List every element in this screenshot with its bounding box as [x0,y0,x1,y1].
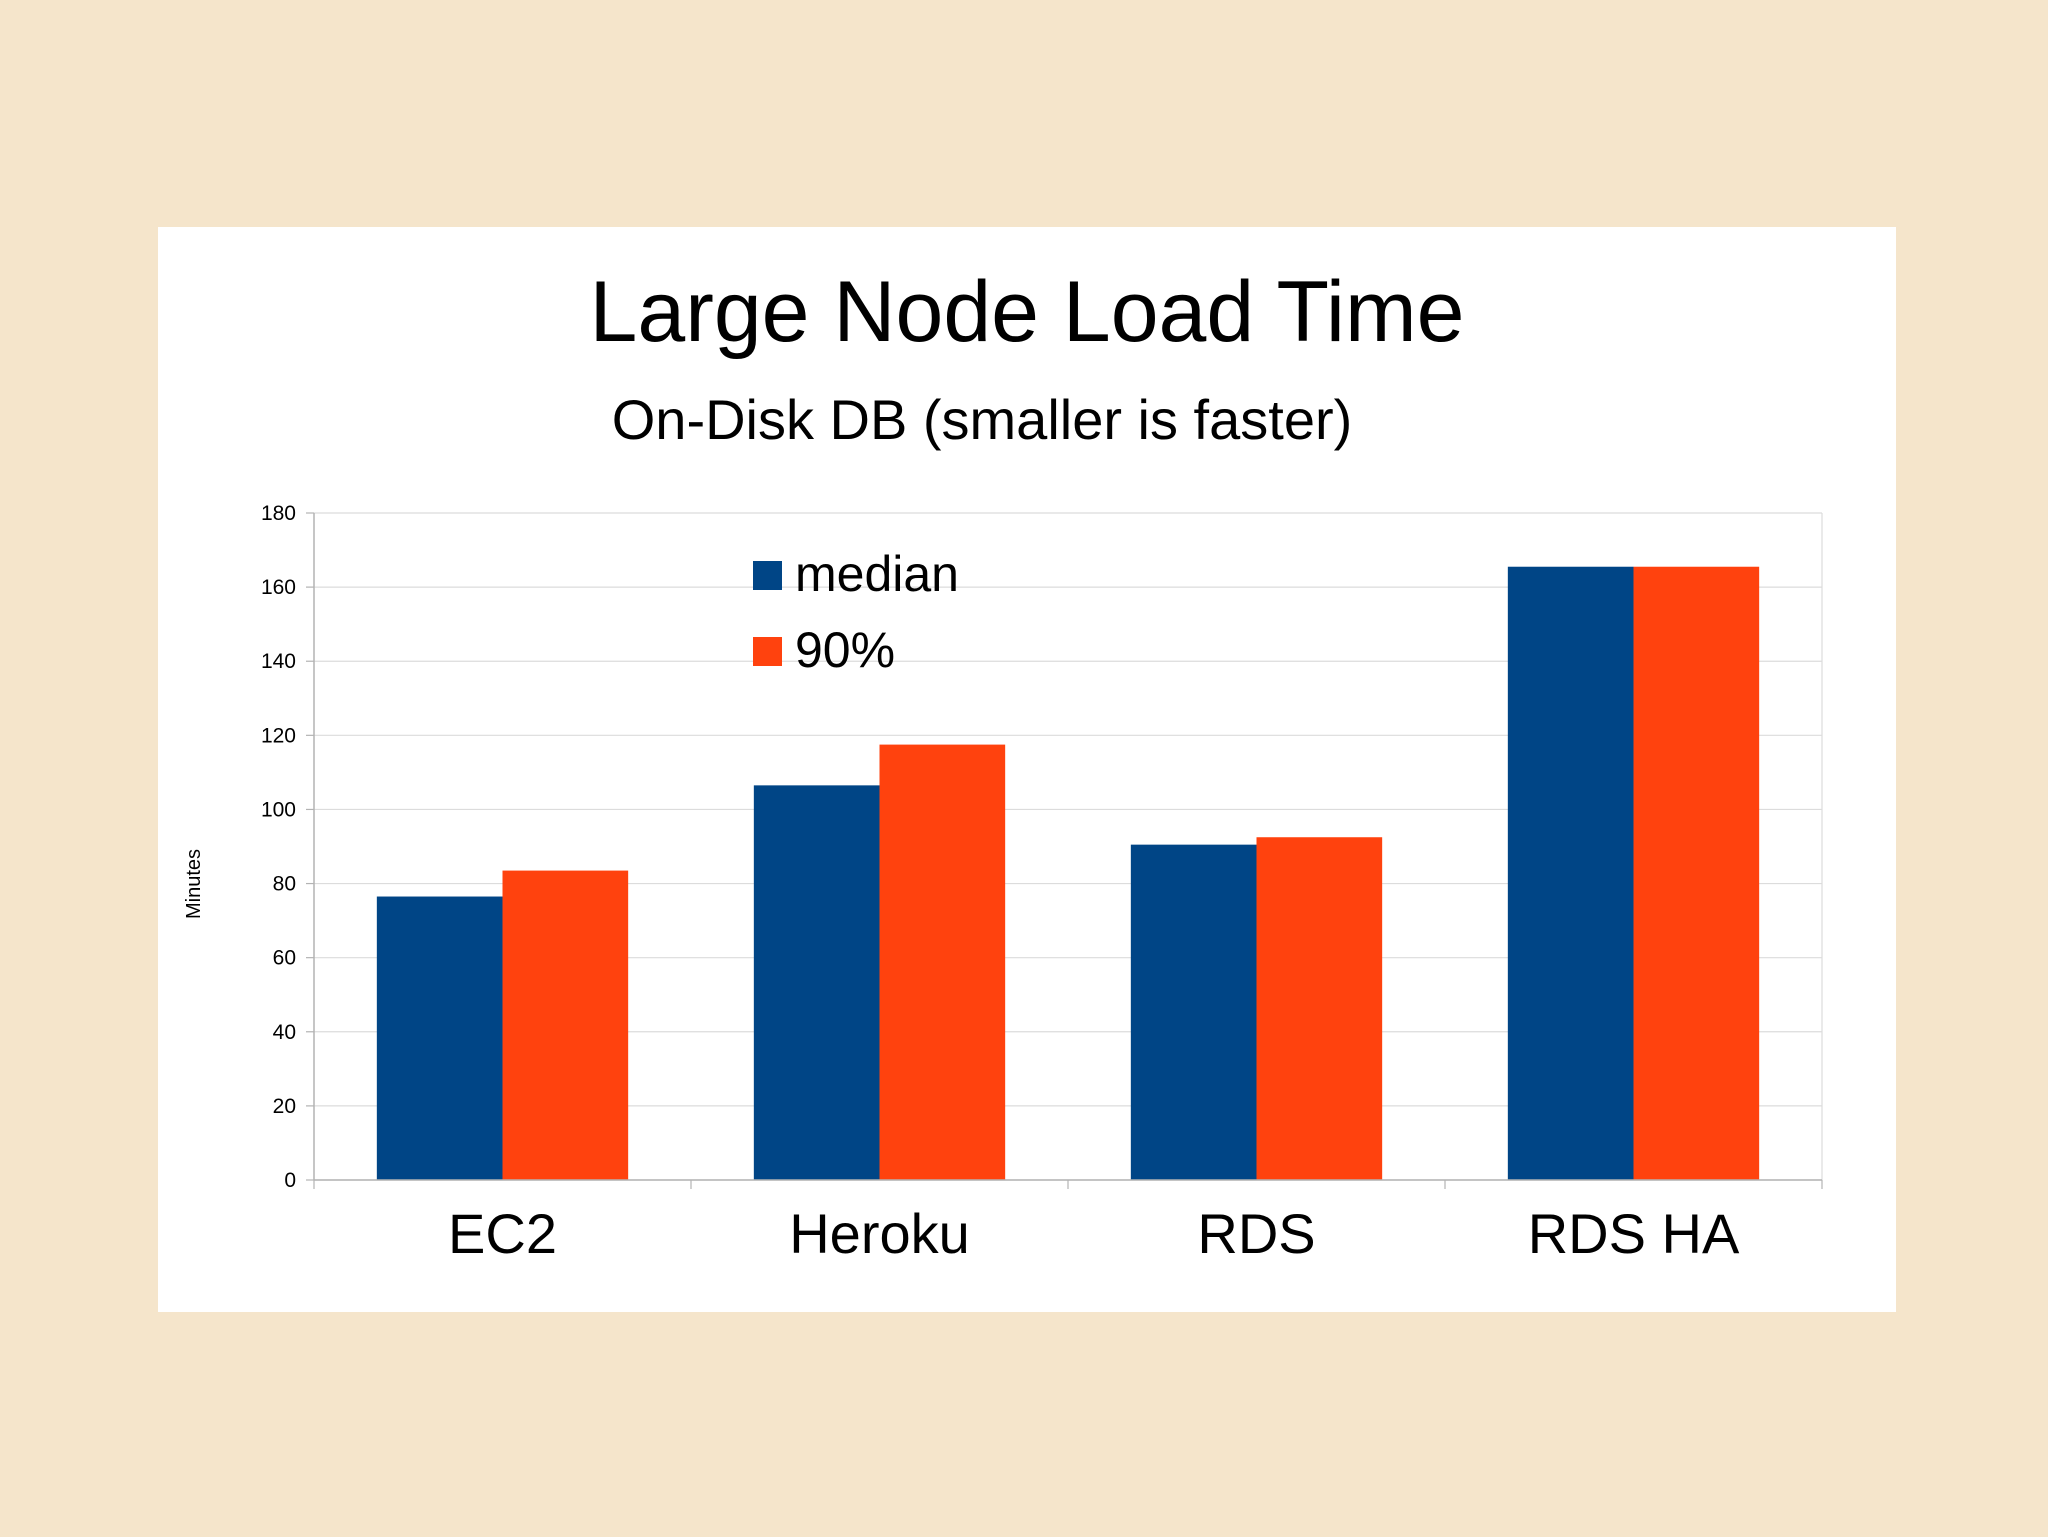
y-axis-label: Minutes [183,849,205,919]
x-axis-ticks: EC2 Heroku RDS RDS HA [313,1180,1823,1265]
x-tick-label: EC2 [448,1202,557,1265]
bar-ec2-median [376,896,503,1180]
y-tick-label: 160 [261,576,296,599]
y-tick-label: 120 [261,724,296,747]
bars [376,566,1760,1180]
x-tick-label: RDS [1197,1202,1315,1265]
legend-label: 90% [795,622,895,678]
bar-heroku-90pct [879,744,1006,1180]
y-tick-label: 20 [273,1095,296,1118]
y-tick-label: 0 [284,1169,296,1192]
slide: Large Node Load Time On-Disk DB (smaller… [158,227,1896,1312]
bar-rds-median [1130,844,1257,1180]
y-tick-label: 40 [273,1021,296,1044]
x-tick-label: RDS HA [1528,1202,1740,1265]
bar-ec2-90pct [502,870,629,1180]
legend-swatch [753,561,782,590]
y-tick-label: 180 [261,502,296,525]
legend: median 90% [753,546,959,678]
chart-subtitle: On-Disk DB (smaller is faster) [612,388,1353,451]
y-axis-ticks: 0 20 40 60 80 100 120 140 160 180 [261,502,314,1192]
legend-swatch [753,637,782,666]
chart: Large Node Load Time On-Disk DB (smaller… [183,264,1823,1265]
y-tick-label: 100 [261,798,296,821]
y-tick-label: 140 [261,650,296,673]
bar-rds-90pct [1256,837,1383,1180]
y-tick-label: 60 [273,947,296,970]
bar-rds-ha-90pct [1633,566,1760,1180]
y-tick-label: 80 [273,873,296,896]
bar-heroku-median [753,785,880,1180]
x-tick-label: Heroku [789,1202,970,1265]
chart-title: Large Node Load Time [590,264,1465,360]
legend-label: median [795,546,959,602]
bar-rds-ha-median [1507,566,1634,1180]
